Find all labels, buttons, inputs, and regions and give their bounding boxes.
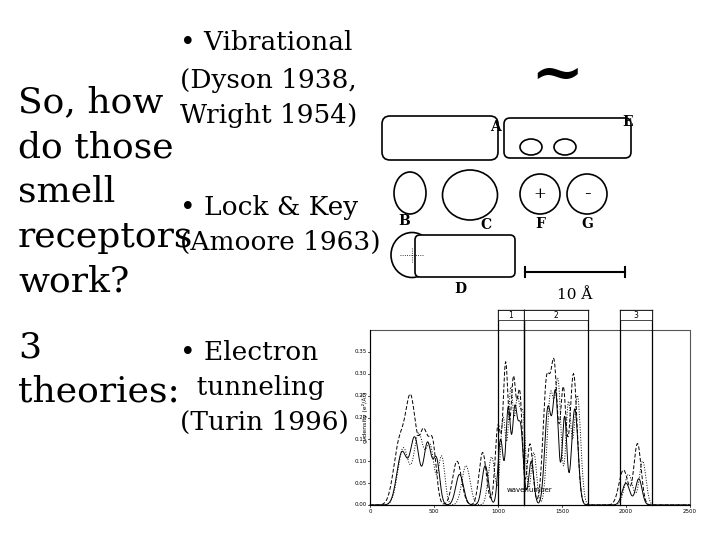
Text: g-density (e²/Å²): g-density (e²/Å²) [362, 392, 368, 443]
Text: 2500: 2500 [683, 509, 697, 514]
Ellipse shape [520, 139, 542, 155]
Text: do those: do those [18, 130, 174, 164]
FancyBboxPatch shape [504, 118, 631, 158]
Bar [370, 330, 690, 505]
Text: 3: 3 [18, 330, 41, 364]
Text: 0.35: 0.35 [355, 349, 367, 354]
Text: 0.00: 0.00 [355, 503, 367, 508]
Text: 0.30: 0.30 [355, 372, 367, 376]
Text: Wright 1954): Wright 1954) [180, 103, 357, 128]
Text: +: + [534, 187, 546, 201]
Text: theories:: theories: [18, 375, 180, 409]
Text: (Amoore 1963): (Amoore 1963) [180, 230, 381, 255]
Text: (Turin 1996): (Turin 1996) [180, 410, 349, 435]
FancyBboxPatch shape [382, 116, 498, 160]
Text: ~: ~ [530, 45, 583, 106]
Text: C: C [480, 218, 491, 232]
Ellipse shape [443, 170, 498, 220]
Ellipse shape [391, 233, 433, 278]
Text: tunneling: tunneling [180, 375, 325, 400]
Text: receptors: receptors [18, 220, 194, 254]
Text: 10 Å: 10 Å [557, 288, 593, 302]
Text: F: F [535, 217, 545, 231]
Text: 0.05: 0.05 [355, 481, 367, 485]
Text: • Electron: • Electron [180, 340, 318, 365]
Circle shape [520, 174, 560, 214]
Circle shape [567, 174, 607, 214]
Bar [498, 310, 523, 320]
Text: 2: 2 [553, 310, 558, 320]
Text: 2000: 2000 [619, 509, 633, 514]
Text: 500: 500 [428, 509, 439, 514]
Text: work?: work? [18, 265, 130, 299]
Text: 3: 3 [633, 310, 638, 320]
Text: D: D [454, 282, 466, 296]
Text: 0: 0 [368, 509, 372, 514]
Text: • Lock & Key: • Lock & Key [180, 195, 358, 220]
Text: 0.25: 0.25 [355, 393, 367, 398]
Text: -: - [584, 185, 590, 203]
Text: 1000: 1000 [491, 509, 505, 514]
Text: So, how: So, how [18, 85, 163, 119]
Text: (Dyson 1938,: (Dyson 1938, [180, 68, 356, 93]
Text: • Vibrational: • Vibrational [180, 30, 352, 55]
Text: E: E [622, 115, 633, 129]
Ellipse shape [554, 139, 576, 155]
Text: 1500: 1500 [555, 509, 569, 514]
FancyBboxPatch shape [415, 235, 515, 277]
Text: 0.15: 0.15 [355, 437, 367, 442]
Text: wavenumber: wavenumber [507, 487, 553, 493]
Text: 0.20: 0.20 [355, 415, 367, 420]
Text: A: A [490, 120, 500, 134]
Text: G: G [581, 217, 593, 231]
Text: 1: 1 [508, 310, 513, 320]
Text: 0.10: 0.10 [355, 459, 367, 464]
Bar [523, 310, 588, 320]
Ellipse shape [394, 172, 426, 214]
Text: smell: smell [18, 175, 115, 209]
Bar [620, 310, 652, 320]
Text: B: B [398, 214, 410, 228]
